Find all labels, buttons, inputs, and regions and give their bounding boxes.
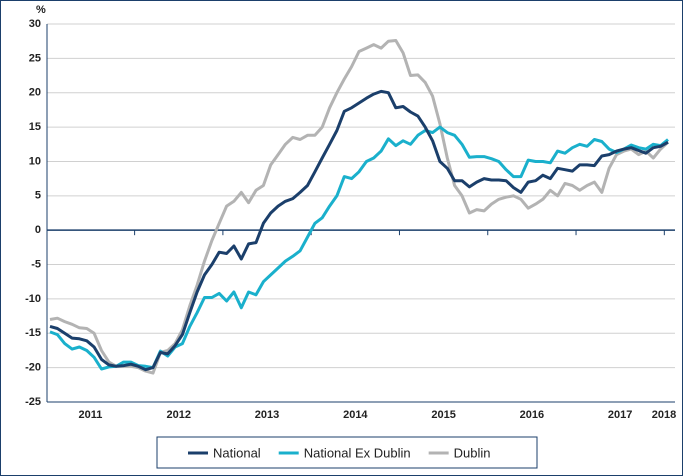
y-tick-label: 20 <box>29 87 41 99</box>
y-tick-label: -5 <box>31 258 41 270</box>
y-tick-label: 0 <box>35 224 41 236</box>
legend-label: National Ex Dublin <box>304 445 411 460</box>
y-tick-label: -15 <box>25 327 41 339</box>
line-series <box>49 39 670 375</box>
y-tick-label: 30 <box>29 18 41 30</box>
y-tick-label: -25 <box>25 396 41 408</box>
x-tick-label: 2011 <box>79 409 103 421</box>
y-unit: % <box>36 4 46 16</box>
line-series <box>49 89 669 372</box>
legend-label: National <box>213 445 261 460</box>
x-tick-label: 2017 <box>608 409 632 421</box>
y-tick-label: -20 <box>25 362 41 374</box>
x-tick-label: 2018 <box>652 409 676 421</box>
y-tick-label: 15 <box>29 121 41 133</box>
legend-box <box>156 436 538 469</box>
y-tick-label: 5 <box>35 190 41 202</box>
x-tick-label: 2015 <box>431 409 455 421</box>
x-tick-label: 2012 <box>167 409 191 421</box>
y-tick-label: 10 <box>29 155 41 167</box>
legend-label: Dublin <box>454 445 491 460</box>
x-tick-label: 2016 <box>520 409 544 421</box>
y-tick-label: -10 <box>25 293 41 305</box>
x-tick-label: 2013 <box>255 409 279 421</box>
y-tick-label: 25 <box>29 52 41 64</box>
x-tick-label: 2014 <box>343 409 368 421</box>
